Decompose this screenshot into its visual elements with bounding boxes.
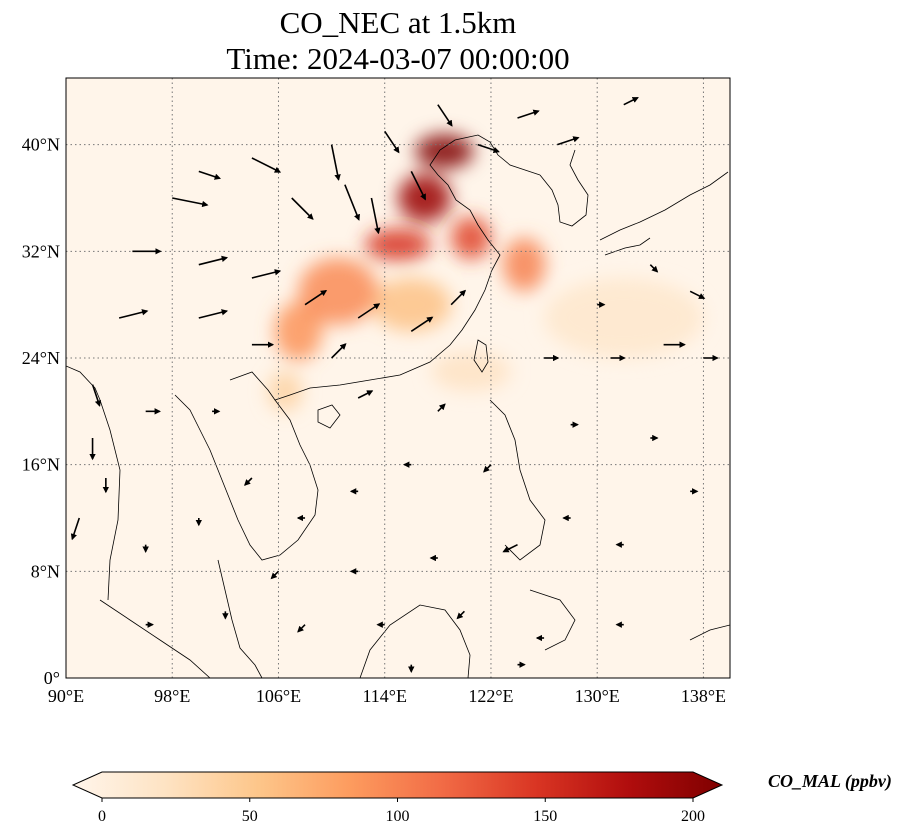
- colorbar-tick-label: 150: [533, 808, 557, 825]
- colorbar-tick-label: 50: [242, 808, 258, 825]
- coastline-korea: [539, 149, 589, 227]
- longitude-tick-label: 130°E: [575, 686, 620, 706]
- map-title-line-2: Time: 2024-03-07 00:00:00: [226, 41, 570, 76]
- wind-arrow: [344, 184, 360, 221]
- wind-arrow: [483, 464, 492, 473]
- wind-arrow: [297, 624, 306, 633]
- colorbar-scale: [71, 771, 724, 799]
- concentration-patch: [544, 278, 704, 358]
- coastline-sumatra: [99, 599, 211, 678]
- wind-arrow: [198, 309, 229, 319]
- colorbar-tick-label: 0: [98, 808, 106, 825]
- map-background: [66, 78, 730, 678]
- wind-arrow: [331, 343, 347, 359]
- wind-arrow: [291, 197, 314, 220]
- wind-arrow: [557, 136, 580, 146]
- latitude-tick-label: 8°N: [31, 561, 60, 581]
- wind-arrow: [623, 96, 639, 106]
- wind-arrow: [689, 290, 706, 300]
- wind-arrow: [251, 269, 282, 279]
- wind-arrow: [370, 197, 381, 235]
- wind-arrow: [357, 303, 381, 319]
- wind-arrow: [198, 170, 222, 180]
- coastline-borneo: [359, 604, 471, 678]
- wind-arrow: [502, 543, 518, 553]
- wind-arrow: [270, 570, 280, 580]
- latitude-tick-label: 0°: [44, 668, 60, 688]
- wind-arrow: [330, 144, 341, 181]
- latitude-axis: 0° 8°N 16°N 24°N 32°N 40°N: [22, 135, 60, 688]
- wind-arrow: [357, 390, 374, 399]
- wind-arrow: [450, 289, 467, 306]
- longitude-tick-label: 138°E: [681, 686, 726, 706]
- wind-arrow: [517, 109, 540, 119]
- wind-arrow: [198, 255, 229, 266]
- colorbar-label: CO_MAL (ppbv): [768, 771, 892, 792]
- coastline-indochina: [174, 394, 319, 561]
- coastline-new-guinea: [689, 624, 730, 641]
- map-title-line-1: CO_NEC at 1.5km: [279, 5, 517, 40]
- coastline-east-asia: [66, 134, 541, 601]
- wind-arrow: [251, 157, 282, 173]
- latitude-tick-label: 32°N: [22, 241, 60, 261]
- wind-arrow: [172, 197, 209, 208]
- concentration-patch: [364, 228, 432, 261]
- concentration-patch: [431, 351, 511, 392]
- wind-arrow: [649, 264, 659, 273]
- wind-arrow: [410, 316, 434, 332]
- gridlines: [66, 78, 730, 678]
- longitude-tick-label: 98°E: [154, 686, 190, 706]
- wind-arrow: [244, 477, 253, 486]
- coastline-philippines: [489, 399, 576, 651]
- wind-arrow: [70, 517, 81, 541]
- concentration-patch: [267, 371, 303, 412]
- latitude-tick-label: 24°N: [22, 348, 60, 368]
- wind-arrow: [384, 130, 400, 154]
- concentration-patch: [451, 216, 491, 260]
- wind-arrow: [91, 384, 101, 407]
- colorbar-ticks: 0 50 100 150 200: [98, 798, 705, 825]
- coastline-taiwan: [473, 339, 489, 373]
- colorbar: 0 50 100 150 200 CO_MAL (ppbv): [71, 771, 892, 825]
- concentration-patch: [298, 258, 379, 325]
- wind-arrow: [304, 289, 328, 306]
- concentration-patch: [371, 278, 452, 332]
- wind-vectors: [70, 96, 719, 673]
- wind-arrow: [118, 309, 149, 319]
- longitude-tick-label: 106°E: [256, 686, 301, 706]
- wind-arrow: [456, 610, 465, 620]
- concentration-patch: [502, 237, 546, 292]
- longitude-tick-label: 90°E: [48, 686, 84, 706]
- latitude-tick-label: 40°N: [22, 135, 60, 155]
- longitude-tick-label: 114°E: [362, 686, 407, 706]
- wind-arrow: [410, 170, 426, 201]
- concentration-patch: [415, 134, 474, 169]
- longitude-axis: 90°E 98°E 106°E 114°E 122°E 130°E 138°E: [48, 686, 726, 706]
- latitude-tick-label: 16°N: [22, 455, 60, 475]
- coastline-malay-peninsula: [217, 559, 263, 678]
- coastlines: [66, 134, 730, 678]
- longitude-tick-label: 122°E: [468, 686, 513, 706]
- coastline-hainan: [317, 404, 341, 429]
- map-frame: [65, 77, 731, 679]
- wind-arrow: [437, 403, 446, 412]
- concentration-patch: [274, 302, 323, 361]
- wind-arrow: [477, 143, 500, 154]
- colorbar-tick-label: 100: [386, 808, 410, 825]
- colorbar-tick-label: 200: [681, 808, 705, 825]
- wind-arrow: [437, 104, 453, 127]
